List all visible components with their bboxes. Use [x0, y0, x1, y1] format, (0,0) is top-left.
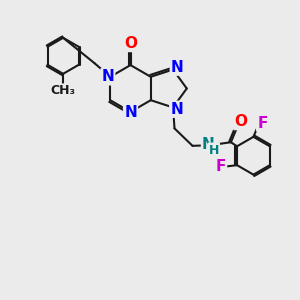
Text: CH₃: CH₃ — [51, 84, 76, 98]
Text: O: O — [234, 114, 247, 129]
Text: O: O — [124, 36, 137, 51]
Text: H: H — [208, 143, 219, 157]
Text: N: N — [170, 102, 183, 117]
Text: N: N — [101, 69, 114, 84]
Text: N: N — [124, 105, 137, 120]
Text: N: N — [202, 137, 215, 152]
Text: F: F — [257, 116, 268, 130]
Text: F: F — [216, 159, 226, 174]
Text: N: N — [171, 60, 184, 75]
